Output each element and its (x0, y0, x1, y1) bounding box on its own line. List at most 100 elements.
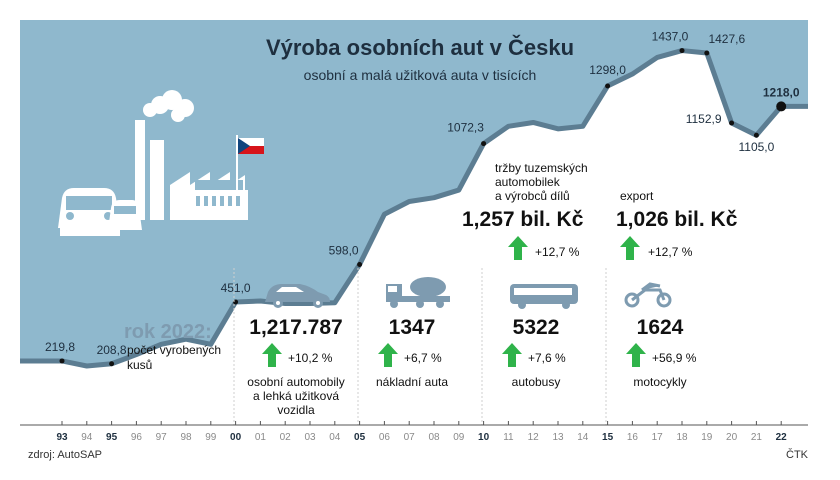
tick-label: 13 (552, 432, 564, 443)
tick-label: 11 (503, 432, 514, 443)
factory-illustration (135, 90, 248, 220)
data-point-marker (776, 101, 787, 112)
tick-label: 17 (652, 432, 664, 443)
data-point-marker (679, 48, 685, 54)
revenue-label-1: tržby tuzemských (495, 161, 588, 175)
data-label: 208,8 (97, 343, 127, 357)
tick-label: 14 (577, 432, 589, 443)
stat-label: a lehká užitková (253, 389, 339, 403)
stat-change: +7,6 % (528, 351, 566, 365)
tick-label: 00 (230, 432, 242, 443)
tick-label: 08 (428, 432, 440, 443)
data-label: 1072,3 (447, 121, 484, 135)
stat-change: +56,9 % (652, 351, 697, 365)
stat-label: vozidla (277, 403, 315, 417)
data-labels: 219,8 208,8 451,0 598,0 1072,3 1298,0 1437,0 14… (45, 30, 800, 367)
stat-label: autobusy (512, 375, 561, 389)
year-desc-1: počet vyrobených (127, 343, 221, 357)
chart-title: Výroba osobních aut v Česku (266, 35, 574, 60)
up-arrow-icon (626, 343, 646, 367)
revenue-value: 1,257 bil. Kč (462, 208, 584, 231)
tick-label: 96 (131, 432, 143, 443)
data-point-marker (729, 120, 735, 126)
data-point-marker (481, 141, 487, 147)
tick-label: 98 (180, 432, 192, 443)
tick-label: 09 (453, 432, 465, 443)
data-point-marker (753, 132, 759, 138)
data-label: 1437,0 (652, 30, 689, 44)
year-desc-2: kusů (127, 358, 152, 372)
data-point-marker (109, 361, 115, 367)
tick-label: 04 (329, 432, 341, 443)
tick-label: 03 (304, 432, 316, 443)
up-arrow-icon (262, 343, 282, 367)
export-change: +12,7 % (648, 245, 693, 259)
stat-change: +10,2 % (288, 351, 333, 365)
tick-label: 06 (379, 432, 391, 443)
tick-label: 95 (106, 432, 118, 443)
tick-label: 19 (701, 432, 713, 443)
production-line (20, 48, 808, 369)
tick-label: 99 (205, 432, 217, 443)
data-label: 1427,6 (708, 32, 745, 46)
tick-label: 12 (528, 432, 540, 443)
tick-label: 10 (478, 432, 490, 443)
truck-icon (386, 277, 450, 308)
revenue-up-arrow-icon (508, 236, 528, 260)
bus-icon (510, 284, 578, 309)
data-label: 219,8 (45, 340, 75, 354)
stat-value: 1,217.787 (249, 316, 342, 339)
stat-value: 1624 (637, 316, 684, 339)
tick-label: 05 (354, 432, 366, 443)
tick-label: 16 (627, 432, 639, 443)
revenue-label-2: automobilek (495, 175, 561, 189)
data-label: 1152,9 (686, 112, 722, 126)
tick-label: 18 (676, 432, 688, 443)
stat-change: +6,7 % (404, 351, 442, 365)
stat-label: motocykly (633, 375, 686, 389)
agency-credit: ČTK (786, 448, 809, 461)
tick-label: 02 (280, 432, 292, 443)
area-chart (20, 20, 808, 366)
data-point-marker (357, 262, 363, 268)
tick-label: 01 (255, 432, 267, 443)
stat-value: 1347 (389, 316, 436, 339)
tick-label: 97 (156, 432, 168, 443)
tick-label: 15 (602, 432, 614, 443)
stat-value: 5322 (513, 316, 560, 339)
chart-subtitle: osobní a malá užitková auta v tisících (304, 67, 537, 83)
year-label: rok 2022: (124, 321, 212, 343)
tick-label: 94 (81, 432, 93, 443)
data-label: 598,0 (329, 244, 359, 258)
car-icon (265, 284, 330, 308)
data-label: 451,0 (221, 281, 251, 295)
x-ticks: 93 94 95 96 97 98 99 00 01 02 03 04 05 06 07 08 09 10 11 12… (56, 421, 787, 443)
stat-label: osobní automobily (247, 375, 344, 389)
data-point-marker (59, 358, 65, 364)
up-arrow-icon (378, 343, 398, 367)
source-note: zdroj: AutoSAP (28, 449, 102, 461)
czech-flag-icon (238, 138, 264, 154)
data-label: 1298,0 (589, 63, 626, 77)
tick-label: 07 (404, 432, 416, 443)
data-label: 1218,0 (763, 85, 800, 99)
cars-illustration-icon (58, 188, 142, 236)
export-up-arrow-icon (620, 236, 640, 260)
export-label: export (620, 189, 654, 203)
data-label: 1105,0 (738, 140, 774, 154)
export-value: 1,026 bil. Kč (616, 208, 738, 231)
up-arrow-icon (502, 343, 522, 367)
data-point-marker (605, 83, 611, 89)
revenue-label-3: a výrobců dílů (495, 189, 570, 203)
tick-label: 22 (776, 432, 788, 443)
sky-area (20, 20, 808, 366)
tick-label: 93 (56, 432, 68, 443)
tick-label: 20 (726, 432, 738, 443)
revenue-change: +12,7 % (535, 245, 580, 259)
tick-label: 21 (751, 432, 763, 443)
motorcycle-icon (624, 282, 672, 308)
stat-label: nákladní auta (376, 375, 448, 389)
series-line (20, 48, 808, 369)
